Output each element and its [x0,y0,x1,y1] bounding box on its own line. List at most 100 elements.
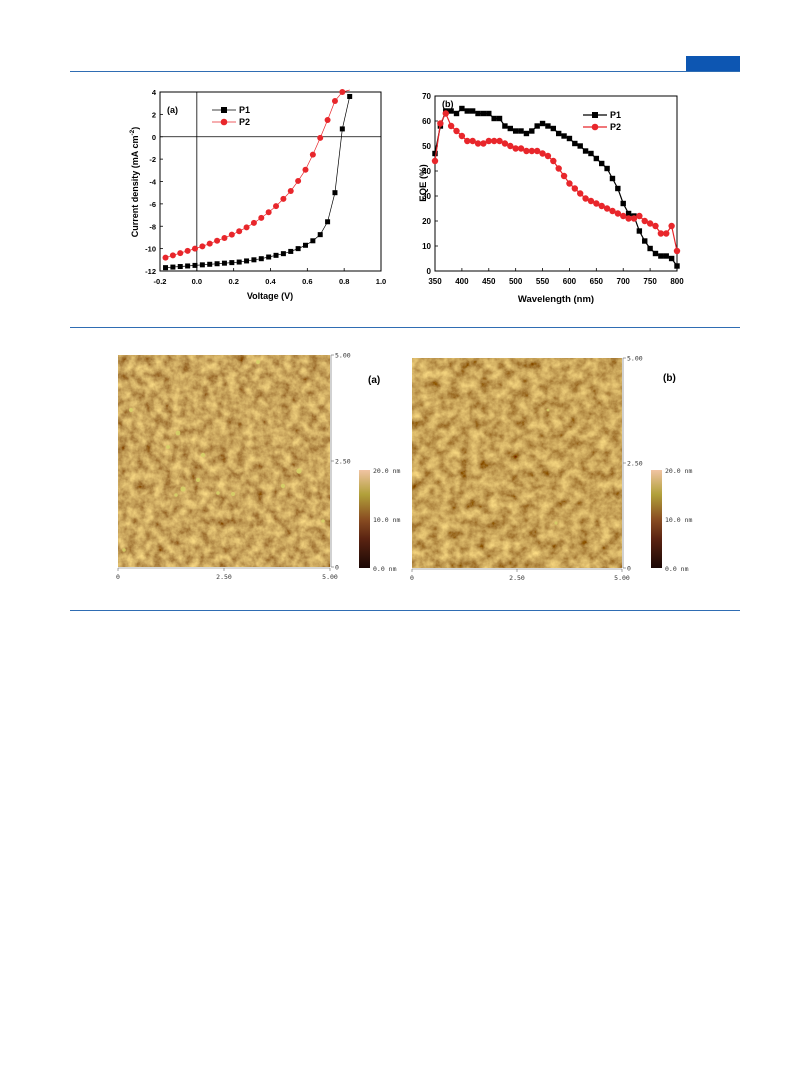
data-point-p1 [566,135,573,142]
data-point-p2 [641,217,648,225]
data-point-p1 [561,133,567,139]
data-point-p1 [258,256,264,262]
x-tick-label: -0.2 [154,277,167,286]
data-point-p1 [221,260,227,266]
data-point-p2 [673,247,681,255]
data-point-p2 [243,224,250,231]
x-tick-label: 0.0 [192,277,202,286]
data-point-p2 [512,145,519,152]
legend: P1 P2 [212,105,250,127]
afm-surface [412,358,622,568]
y-tick-label: 4 [152,88,157,97]
data-point-p2 [317,134,324,141]
data-point-p1 [572,140,578,147]
data-point-p2 [206,240,213,247]
x-tick-label: 500 [509,277,523,286]
x-tick-label: 0.6 [302,277,312,286]
data-point-p1 [332,190,338,196]
data-point-p2 [528,147,535,155]
data-point-p1 [207,261,213,267]
y-tick-label: 20 [422,217,431,226]
data-point-p1 [177,264,183,270]
data-point-p1 [652,250,659,257]
colorbar-label-max: 20.0 nm [665,467,692,475]
data-point-p1 [507,125,513,132]
data-point-p1 [432,150,438,157]
data-point-p2 [431,157,439,165]
data-point-p2 [652,222,659,230]
height-colorbar [359,470,370,568]
data-point-p2 [609,207,616,215]
legend-marker-p2 [591,123,599,131]
data-point-p1 [229,260,235,266]
x-axis-label: Voltage (V) [247,291,293,301]
legend-marker-p1 [221,107,227,113]
afm-panel-label: (a) [368,375,380,386]
afm-x-tick-label: 5.00 [614,574,630,582]
afm-grains [122,360,325,552]
data-point-p2 [533,147,541,155]
data-point-p2 [287,188,294,195]
data-point-p2 [490,137,498,145]
data-point-p2 [625,215,632,222]
data-point-p2 [331,97,338,104]
data-point-p2 [593,200,600,207]
x-tick-label: 650 [590,277,604,286]
data-point-p1 [555,130,562,137]
y-tick-label: 50 [422,142,431,151]
x-tick-label: 750 [643,277,657,286]
data-point-p2 [668,222,675,230]
data-point-p1 [163,265,169,271]
data-point-p1 [459,105,465,112]
data-point-p2 [485,137,492,145]
afm-x-tick-label: 0 [116,573,120,581]
data-point-p2 [453,127,460,135]
data-point-p2 [295,177,302,184]
data-point-p2 [191,245,198,252]
y-tick-label: -12 [145,267,156,276]
data-point-p2 [228,231,235,238]
data-point-p1 [577,143,583,149]
data-point-p1 [674,263,680,269]
data-point-p2 [464,137,471,145]
height-colorbar [651,470,662,568]
data-point-p1 [615,185,621,192]
data-point-p1 [464,108,470,114]
data-point-p1 [185,263,191,269]
legend: P1 P2 [583,110,621,132]
data-point-p2 [221,234,228,241]
data-point-p2 [657,230,665,237]
data-point-p1 [518,128,524,134]
data-point-p1 [251,257,257,263]
data-point-p2 [236,228,243,235]
middle-rule [70,327,740,328]
y-tick-label: 30 [422,192,431,201]
data-point-p1 [636,228,643,234]
data-point-p2 [480,140,487,147]
data-point-p1 [480,110,487,117]
legend-label-p2: P2 [239,117,250,127]
x-tick-label: 550 [536,277,550,286]
data-point-p1 [620,200,626,207]
data-point-p1 [325,219,331,225]
data-point-p2 [309,151,316,158]
data-point-p1 [539,120,546,127]
data-point-p2 [474,140,482,147]
data-point-p2 [169,252,176,259]
colorbar-label-mid: 10.0 nm [665,516,692,524]
x-tick-label: 1.0 [376,277,386,286]
data-point-p2 [614,210,622,217]
data-point-p2 [302,166,309,173]
data-point-p2 [550,157,557,165]
data-point-p2 [501,140,509,147]
panel-label: (b) [442,99,454,109]
x-tick-label: 0.4 [265,277,276,286]
data-point-p2 [587,197,595,205]
jv-chart: -0.2 0.0 0.2 0.4 0.6 0.8 1.0-12-10-8-6-4-2024 … [129,88,386,301]
colorbar-label-max: 20.0 nm [373,467,400,475]
data-point-p1 [502,123,508,129]
x-tick-label: 450 [482,277,496,286]
data-point-p2 [339,89,346,95]
